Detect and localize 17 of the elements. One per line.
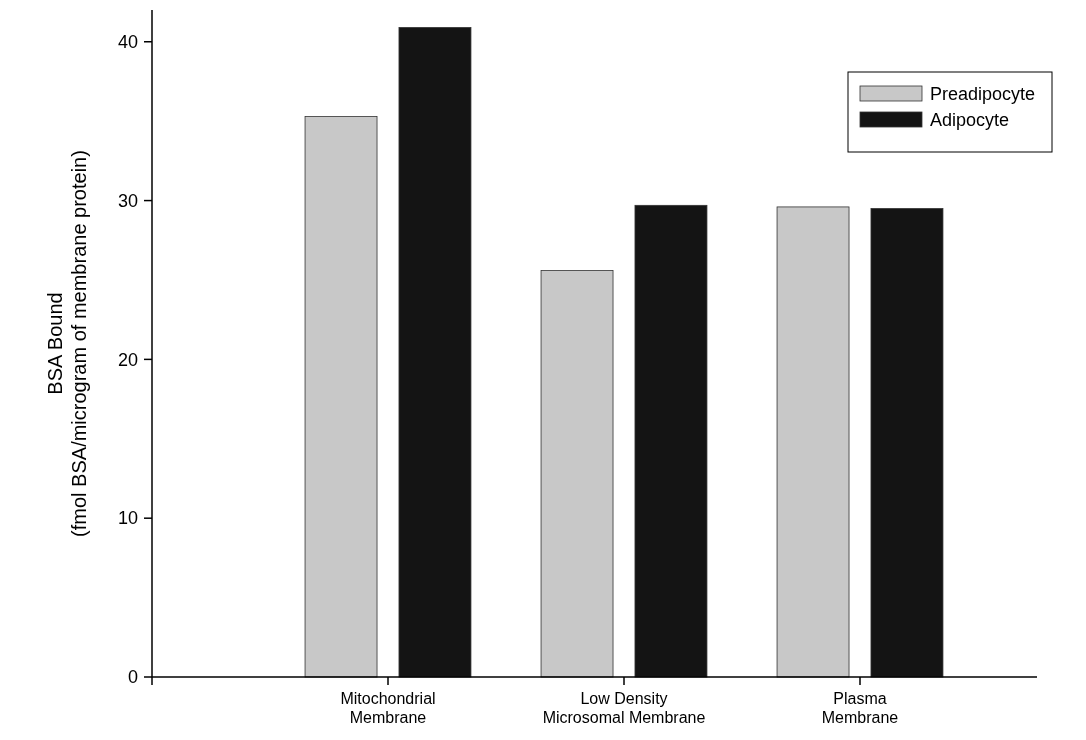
bar (304, 116, 378, 678)
bar (540, 270, 614, 678)
bar (634, 204, 708, 678)
y-tick-label: 40 (117, 32, 138, 53)
y-tick-label: 0 (127, 667, 138, 688)
y-axis-title: BSA Bound (fmol BSA/microgram of membrane protein) (44, 150, 90, 537)
x-tick-label: Mitochondrial Membrane (340, 690, 436, 726)
x-tick-label: Low Density Microsomal Membrane (542, 690, 706, 726)
legend-label: Preadipocyte (930, 84, 1036, 105)
y-tick-label: 10 (117, 508, 138, 529)
x-tick-label: Plasma Membrane (821, 690, 899, 726)
y-tick-label: 30 (117, 190, 138, 211)
bar (398, 27, 472, 678)
legend-label: Adipocyte (930, 110, 1010, 131)
bar (870, 208, 944, 678)
y-tick-label: 20 (117, 349, 138, 370)
bar (776, 206, 850, 678)
